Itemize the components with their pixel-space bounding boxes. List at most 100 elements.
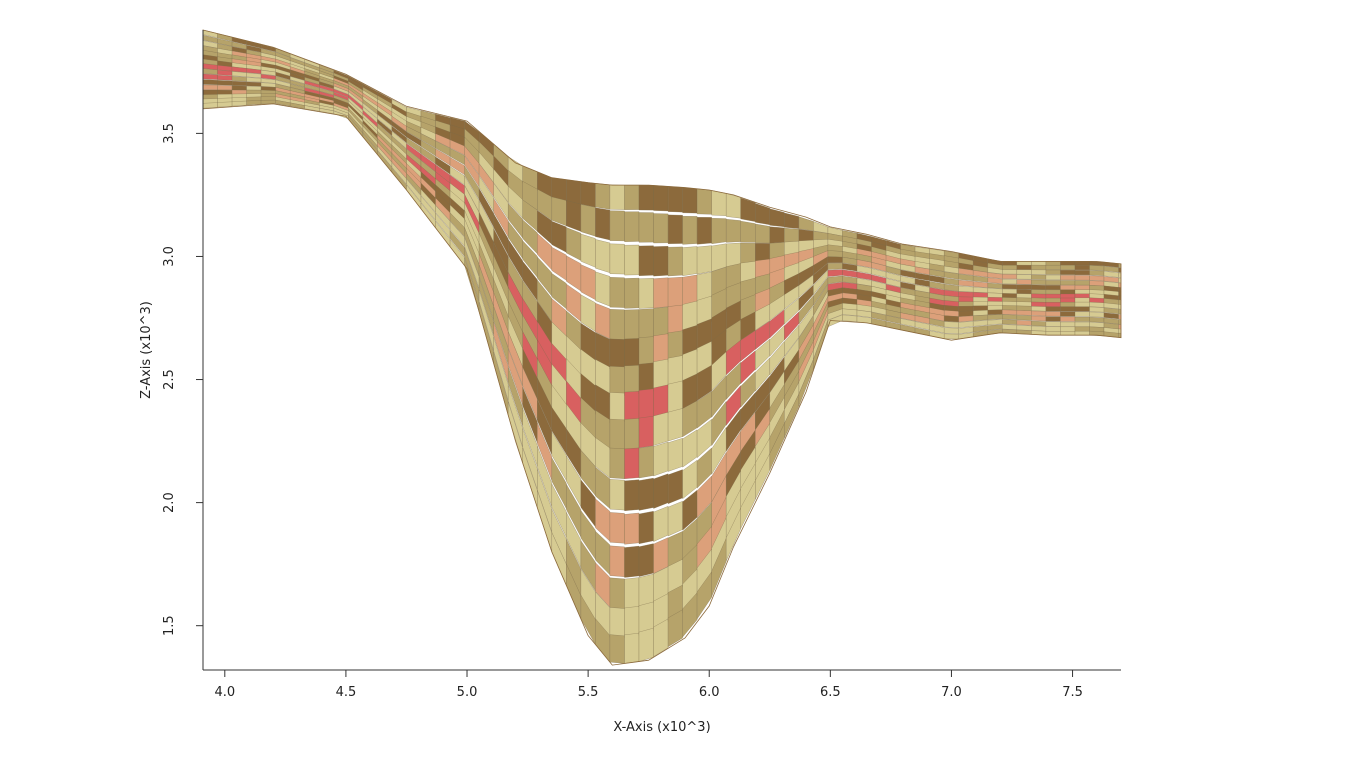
surface-facet: [653, 185, 669, 212]
surface-facet: [1016, 264, 1032, 270]
surface-facet: [609, 418, 625, 451]
surface-facet: [609, 210, 625, 242]
surface-facet: [638, 477, 654, 511]
surface-facet: [609, 634, 625, 664]
x-tick-label: 7.5: [1062, 685, 1083, 700]
surface-facet: [202, 84, 218, 91]
surface-facet: [1060, 301, 1076, 308]
surface-facet: [1031, 264, 1047, 271]
axes: 4.0 4.5 5.0 5.5 6.0 6.5 7.0 7.5 1.5 2.0 2.5 3.0 3.5: [162, 30, 1121, 700]
surface-facet: [827, 262, 843, 270]
surface-facet: [246, 77, 262, 83]
surface-facet: [624, 277, 640, 309]
surface-facet: [1002, 288, 1018, 295]
surface-facet: [1002, 274, 1018, 280]
surface-facet: [740, 220, 756, 243]
surface-facet: [682, 246, 698, 277]
surface-facet: [1031, 284, 1047, 291]
surface-facet: [987, 309, 1003, 316]
surface-facet: [609, 338, 625, 370]
surface-facet: [653, 411, 669, 446]
z-tick-label: 2.5: [162, 369, 177, 390]
surface-facet: [740, 242, 756, 265]
surface-facet: [1089, 275, 1105, 282]
surface-facet: [1074, 321, 1090, 327]
surface-facet: [1074, 301, 1090, 307]
surface-facet: [1045, 261, 1061, 266]
surface-facet: [1002, 305, 1018, 311]
surface-facet: [667, 246, 683, 277]
surface-facet: [1002, 314, 1018, 320]
surface-facet: [231, 100, 247, 107]
surface-facet: [609, 577, 625, 610]
z-tick-label: 3.0: [162, 246, 177, 267]
surface-facet: [1031, 325, 1047, 332]
surface-facet: [609, 545, 625, 578]
surface-facet: [667, 469, 683, 505]
surface-facet: [1045, 306, 1061, 312]
surface-facet: [1031, 320, 1047, 327]
surface-facet: [1031, 279, 1047, 285]
surface-outline: [202, 29, 1122, 666]
surface-facet: [1060, 261, 1076, 266]
surface-facet: [624, 309, 640, 341]
surface-facet: [1016, 324, 1032, 331]
surface-facet: [827, 256, 843, 264]
surface-facet: [624, 338, 640, 370]
surface-facet: [1089, 316, 1105, 323]
surface-facet: [609, 447, 625, 479]
surface-facet: [217, 74, 233, 81]
surface-facet: [638, 510, 654, 545]
surface-facet: [1060, 316, 1076, 322]
x-tick-label: 6.0: [699, 685, 720, 700]
surface-facet: [1016, 269, 1032, 275]
surface-facet: [943, 333, 959, 340]
surface-facet: [653, 246, 669, 277]
x-tick-label: 7.0: [941, 685, 962, 700]
surface-facet: [624, 244, 640, 276]
surface-facet: [1045, 269, 1061, 275]
surface-facet: [972, 314, 989, 322]
surface-facet: [202, 73, 218, 80]
surface-facet: [638, 184, 654, 211]
surface-facet: [624, 184, 640, 210]
surface-facet: [1031, 274, 1047, 280]
surface-facet: [551, 196, 567, 227]
surface-facet: [725, 193, 741, 219]
surface-facet: [696, 217, 712, 245]
surface-facet: [667, 500, 683, 537]
surface-facet: [682, 187, 698, 214]
surface-facet: [624, 479, 640, 512]
surface-facet: [1074, 326, 1090, 332]
surface-facet: [740, 480, 756, 529]
surface-facet: [798, 229, 814, 242]
surface-facet: [624, 512, 640, 545]
surface-facet: [987, 287, 1003, 294]
surface-facet: [217, 101, 233, 108]
z-tick-label: 3.5: [162, 123, 177, 144]
surface-facet: [653, 306, 669, 339]
surface-facet: [769, 226, 785, 244]
surface-facet: [1060, 280, 1076, 286]
surface-facet: [580, 233, 596, 268]
surface-facet: [246, 100, 262, 106]
surface-facet: [202, 102, 218, 109]
surface-facet: [609, 479, 625, 511]
surface-facet: [1089, 301, 1105, 308]
surface-facet: [624, 418, 640, 450]
surface-facet: [972, 281, 989, 288]
surface-facet: [1045, 321, 1061, 327]
surface-facet: [667, 214, 683, 244]
surface-facet: [609, 309, 625, 340]
surface-facet: [202, 79, 218, 86]
surface-facet: [1045, 331, 1061, 336]
surface-facet: [231, 80, 247, 87]
surface-facet: [231, 75, 247, 82]
surface-facet: [624, 632, 640, 664]
surface-facet: [1089, 270, 1105, 277]
surface-facet: [958, 320, 974, 329]
surface-facet: [682, 592, 698, 638]
surface-facet: [638, 388, 654, 421]
surface-facet: [1060, 285, 1076, 291]
surface-facet: [1060, 269, 1076, 275]
